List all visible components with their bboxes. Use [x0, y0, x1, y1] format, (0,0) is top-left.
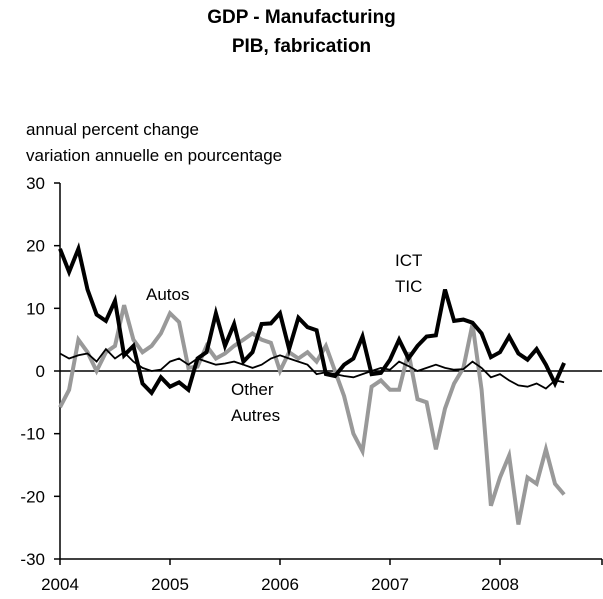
- series-line-ict: [58, 242, 566, 397]
- x-tick-label: 2008: [481, 575, 519, 594]
- chart-subtitle: PIB, fabrication: [231, 36, 372, 57]
- chart-title: GDP - Manufacturing: [207, 7, 396, 28]
- y-tick-label: -30: [20, 550, 45, 569]
- y-axis-label-en: annual percent change: [26, 120, 199, 139]
- y-tick-label: -20: [20, 487, 45, 506]
- y-tick-label: 10: [26, 299, 45, 318]
- y-tick-label: 30: [26, 174, 45, 193]
- x-tick-label: 2005: [151, 575, 189, 594]
- series-label-other: Other: [231, 380, 274, 399]
- series-label-ict: TIC: [395, 277, 422, 296]
- y-tick-label: 0: [36, 362, 45, 381]
- y-axis-label-fr: variation annuelle en pourcentage: [26, 146, 283, 165]
- series-line-autos: [58, 304, 566, 525]
- y-tick-label: -10: [20, 425, 45, 444]
- x-tick-label: 2007: [371, 575, 409, 594]
- series-label-ict: ICT: [395, 251, 422, 270]
- series-line-other: [59, 347, 565, 390]
- series-label-other: Autres: [231, 406, 280, 425]
- y-tick-label: 20: [26, 237, 45, 256]
- series-label-autos: Autos: [146, 285, 189, 304]
- x-tick-label: 2004: [41, 575, 79, 594]
- x-tick-label: 2006: [261, 575, 299, 594]
